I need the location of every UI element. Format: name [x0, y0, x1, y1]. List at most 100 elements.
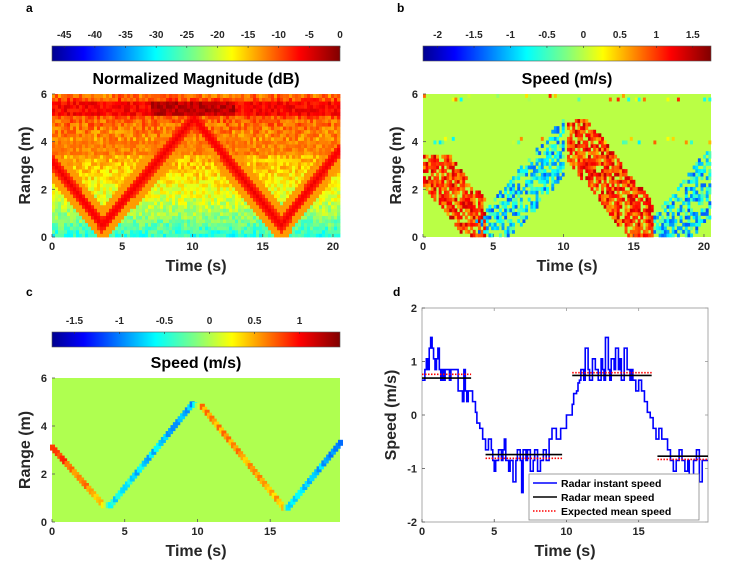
heatmap-cell — [139, 169, 143, 174]
heatmap-cell — [166, 211, 170, 216]
heatmap-cell — [148, 97, 152, 102]
heatmap-cell — [193, 147, 197, 152]
heatmap-cell — [55, 211, 59, 216]
heatmap-cell — [82, 108, 86, 113]
heatmap-cell — [601, 140, 604, 145]
heatmap-cell — [250, 133, 254, 138]
heatmap-cell — [250, 154, 254, 159]
heatmap-cell — [127, 97, 131, 102]
heatmap-cell — [181, 169, 185, 174]
heatmap-cell — [115, 190, 119, 195]
heatmap-cell — [199, 229, 203, 234]
heatmap-cell — [580, 165, 584, 170]
heatmap-cell — [310, 215, 314, 220]
heatmap-cell — [310, 119, 314, 123]
heatmap-cell — [501, 194, 505, 198]
heatmap-cell — [656, 215, 659, 220]
heatmap-cell — [271, 229, 275, 234]
heatmap-cell — [331, 94, 335, 98]
heatmap-cell — [304, 179, 308, 184]
heatmap-cell — [70, 233, 74, 238]
heatmap-cell — [595, 172, 599, 177]
heatmap-cell — [587, 172, 591, 177]
heatmap-cell — [103, 172, 107, 177]
heatmap-cell — [229, 158, 233, 163]
heatmap-cell — [595, 161, 599, 166]
heatmap-cell — [307, 154, 311, 159]
heatmap-cell — [199, 111, 203, 116]
heatmap-cell — [112, 144, 116, 149]
heatmap-cell — [543, 169, 547, 173]
heatmap-cell — [467, 208, 471, 213]
heatmap-cell — [211, 101, 215, 106]
heatmap-cell — [671, 194, 675, 198]
heatmap-cell — [313, 111, 317, 116]
heatmap-cell — [70, 229, 74, 234]
heatmap-cell — [79, 165, 83, 170]
heatmap-cell — [187, 97, 191, 102]
heatmap-cell — [322, 122, 326, 127]
heatmap-cell — [265, 222, 269, 227]
heatmap-cell — [130, 186, 134, 191]
heatmap-cell — [187, 94, 191, 98]
heatmap-cell — [103, 176, 107, 181]
heatmap-cell — [115, 161, 119, 166]
heatmap-cell — [70, 147, 74, 152]
heatmap-cell — [443, 201, 447, 206]
heatmap-cell — [472, 222, 476, 227]
heatmap-cell — [325, 233, 329, 238]
heatmap-cell — [274, 190, 278, 195]
heatmap-cell — [190, 183, 194, 188]
heatmap-cell — [235, 226, 239, 231]
heatmap-cell — [208, 219, 212, 224]
heatmap-cell — [94, 226, 98, 231]
heatmap-cell — [298, 136, 302, 141]
heatmap-cell — [145, 97, 149, 102]
heatmap-cell — [280, 219, 284, 224]
heatmap-cell — [477, 190, 481, 195]
heatmap-cell — [286, 201, 290, 206]
heatmap-cell — [449, 183, 453, 188]
heatmap-cell — [151, 133, 155, 138]
heatmap-cell — [178, 215, 182, 220]
heatmap-cell — [118, 197, 122, 202]
heatmap-cell — [226, 169, 230, 174]
heatmap-cell — [247, 222, 251, 227]
heatmap-cell — [283, 122, 287, 127]
heatmap-cell — [235, 104, 239, 109]
heatmap-cell — [635, 226, 638, 231]
heatmap-cell — [148, 204, 152, 209]
heatmap-cell — [316, 215, 320, 220]
heatmap-cell — [94, 222, 98, 227]
heatmap-cell — [271, 215, 275, 220]
heatmap-cell — [166, 226, 170, 231]
heatmap-cell — [127, 190, 131, 195]
heatmap-cell — [310, 122, 314, 127]
heatmap-cell — [160, 129, 164, 134]
heatmap-cell — [118, 219, 122, 224]
heatmap-cell — [178, 222, 182, 227]
heatmap-cell — [202, 122, 206, 127]
heatmap-cell — [253, 219, 257, 224]
heatmap-cell — [496, 194, 500, 198]
heatmap-cell — [548, 151, 552, 156]
heatmap-cell — [190, 136, 194, 141]
heatmap-cell — [512, 194, 515, 198]
heatmap-cell — [148, 169, 152, 174]
heatmap-cell — [298, 133, 302, 138]
heatmap-cell — [232, 169, 236, 174]
heatmap-cell — [449, 201, 453, 206]
heatmap-cell — [70, 169, 74, 174]
heatmap-cell — [244, 219, 248, 224]
heatmap-cell — [124, 140, 128, 145]
heatmap-cell — [546, 147, 549, 152]
heatmap-cell — [91, 176, 95, 181]
heatmap-cell — [124, 115, 128, 120]
heatmap-cell — [88, 161, 92, 166]
heatmap-cell — [292, 172, 296, 177]
heatmap-cell — [286, 176, 290, 181]
heatmap-cell — [247, 219, 251, 224]
heatmap-cell — [121, 201, 125, 206]
heatmap-cell — [112, 122, 116, 127]
